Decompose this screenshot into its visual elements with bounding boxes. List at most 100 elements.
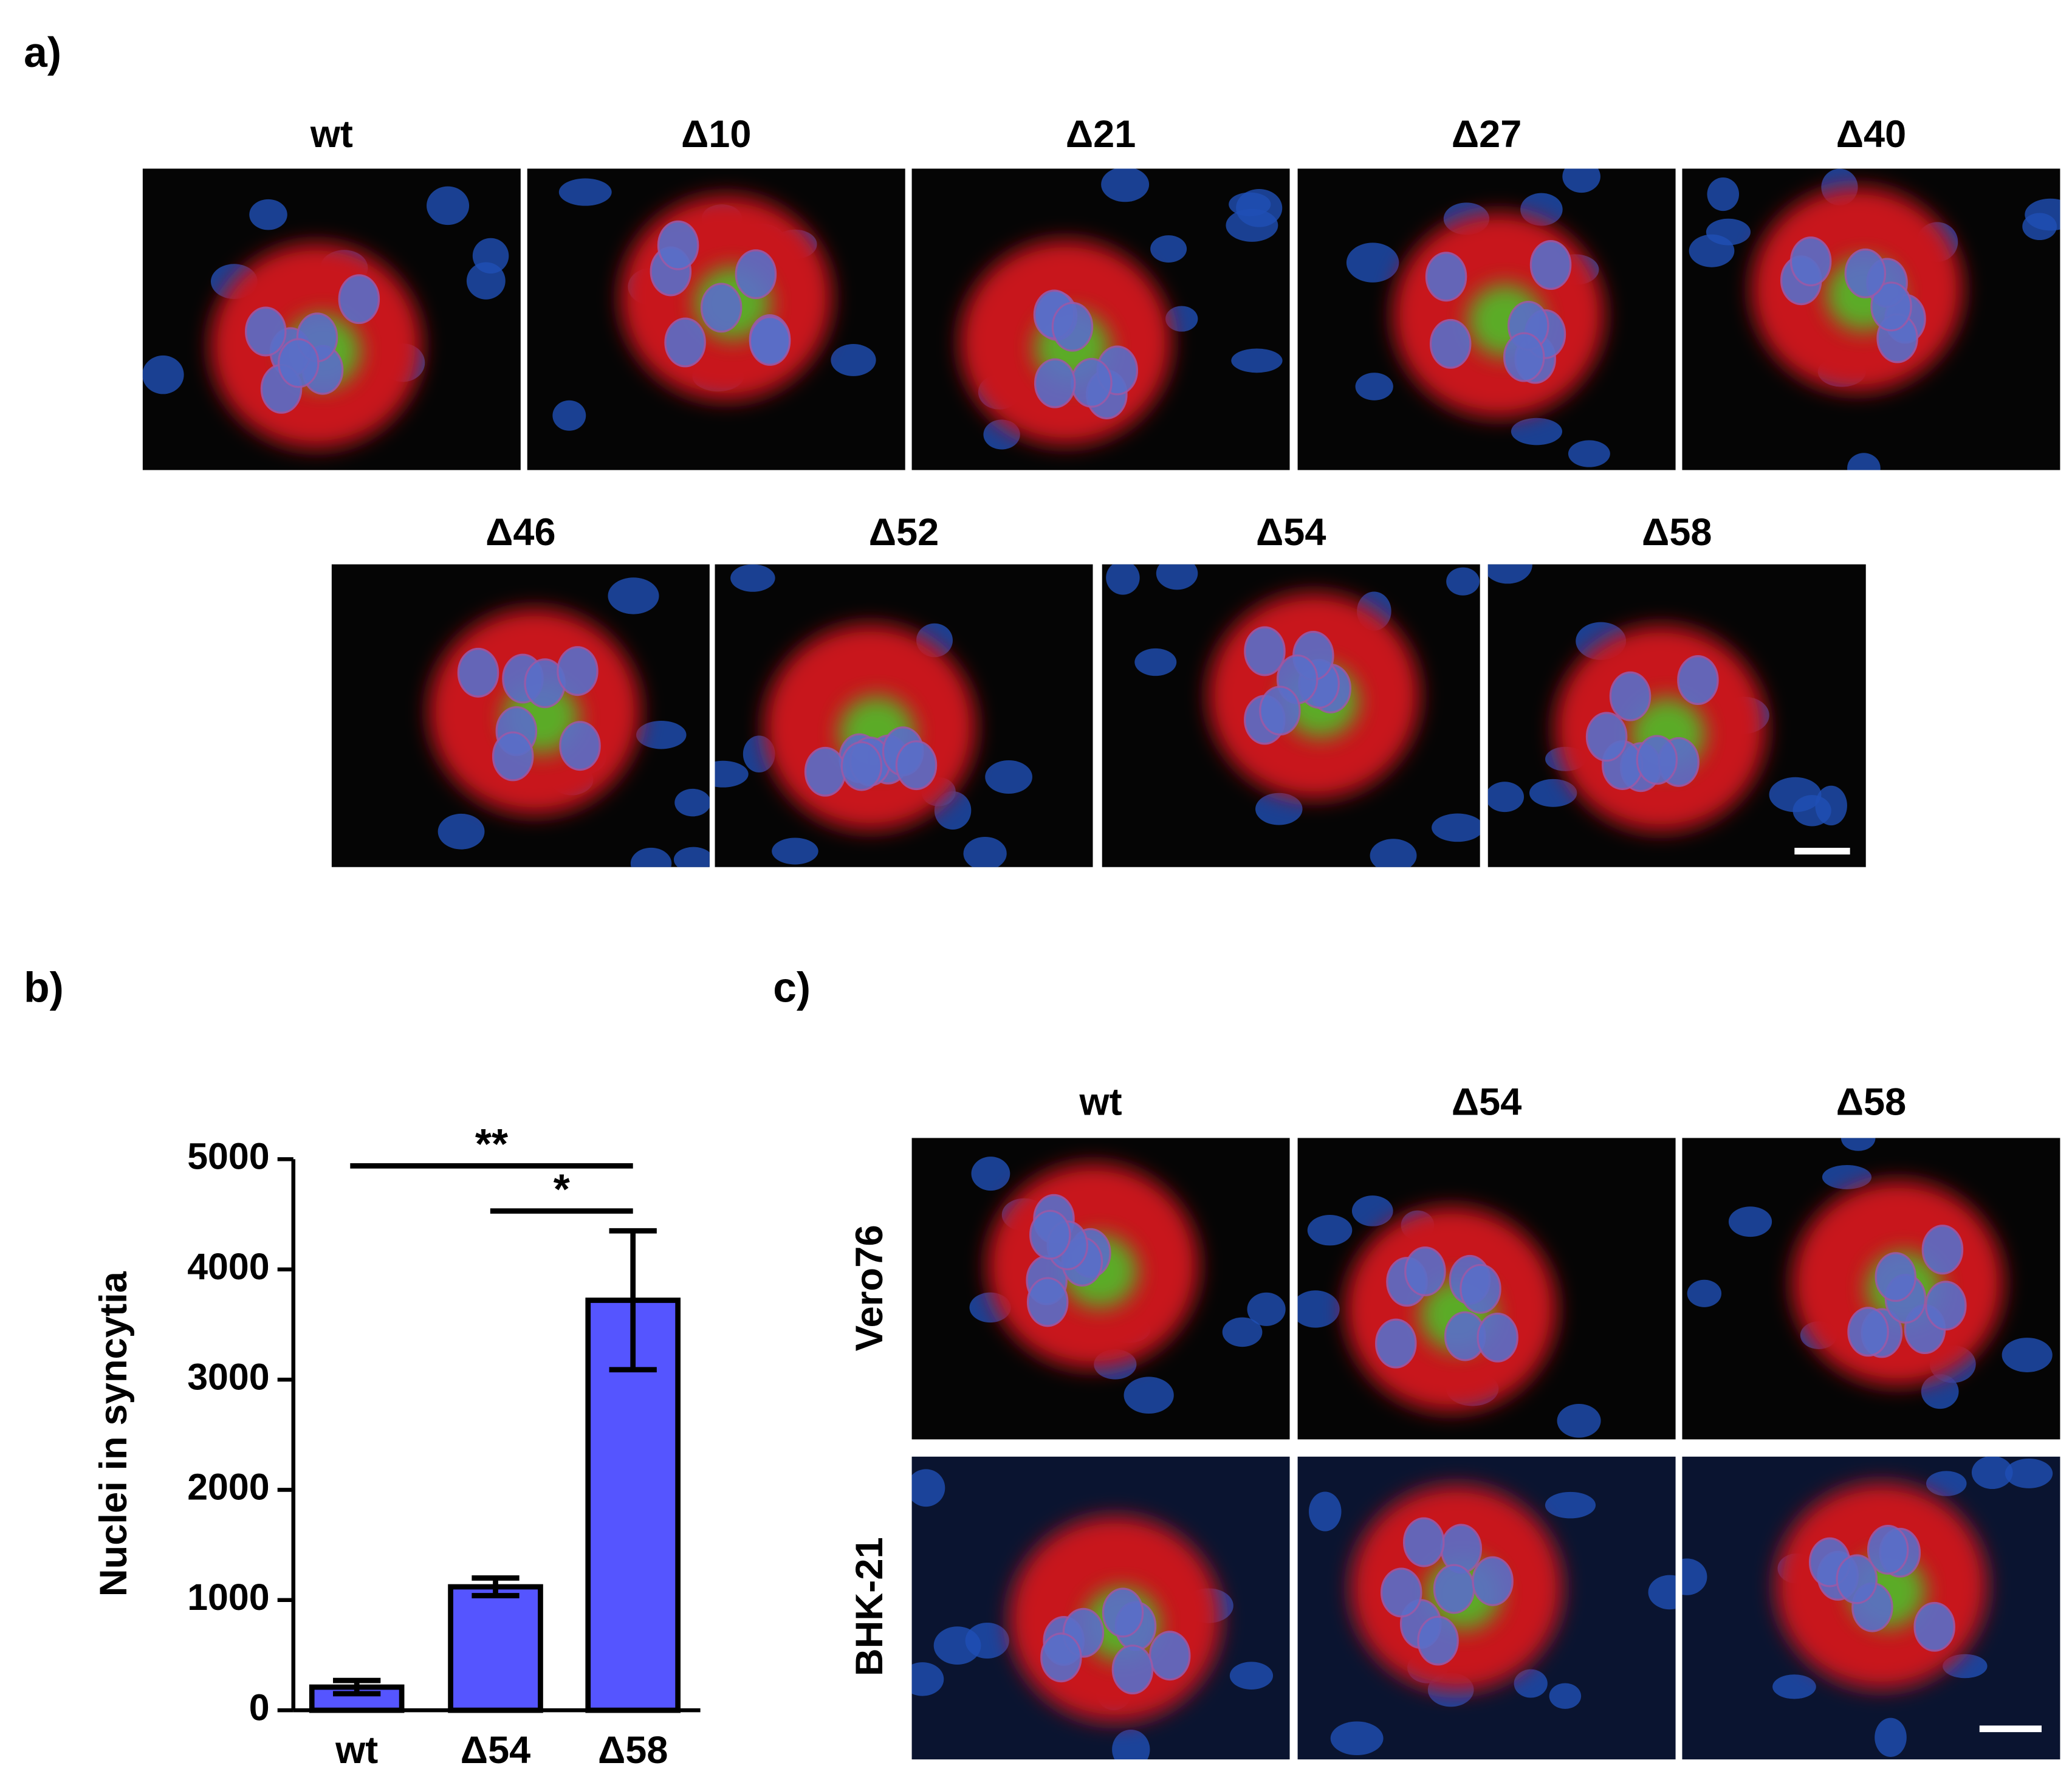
image-title: Δ40: [1836, 113, 1906, 156]
image-content: [911, 1469, 1274, 1759]
background-nucleus: [1557, 1403, 1601, 1438]
nucleus: [804, 746, 846, 797]
image-title: Δ58: [1642, 511, 1712, 554]
nucleus: [1425, 252, 1467, 302]
background-nucleus: [1514, 1669, 1548, 1698]
background-nucleus: [673, 847, 710, 867]
micrograph: [911, 1138, 1290, 1440]
nucleus: [840, 741, 883, 791]
micrograph: [1102, 564, 1480, 867]
micrograph: [715, 564, 1093, 867]
micrograph: [911, 168, 1290, 470]
background-nucleus: [1772, 1674, 1816, 1699]
image-content: [552, 178, 876, 431]
nucleus: [749, 315, 791, 366]
nucleus: [1477, 1312, 1518, 1363]
nucleus: [1867, 1525, 1909, 1575]
row-label: Vero76: [848, 1225, 891, 1351]
nucleus: [1071, 357, 1113, 408]
background-nucleus: [1487, 782, 1525, 813]
background-nucleus: [1926, 1471, 1967, 1496]
background-nucleus: [1562, 168, 1600, 193]
background-nucleus: [1921, 1374, 1959, 1409]
nucleus: [1417, 1615, 1459, 1666]
background-nucleus: [427, 186, 470, 225]
background-nucleus: [1687, 1279, 1722, 1307]
background-nucleus: [1165, 306, 1198, 332]
nucleus: [1244, 626, 1286, 676]
background-nucleus: [1370, 839, 1417, 867]
nucleus: [559, 721, 601, 771]
background-nucleus: [437, 813, 485, 850]
nucleus: [1875, 1252, 1917, 1302]
bar: [448, 1584, 543, 1713]
background-nucleus: [1847, 453, 1881, 470]
background-nucleus: [1236, 188, 1283, 227]
image-content: [1682, 1456, 2053, 1757]
nucleus: [664, 317, 706, 368]
image-content: [1308, 1485, 1676, 1756]
background-nucleus: [1822, 1164, 1872, 1189]
nucleus: [1040, 1632, 1082, 1683]
background-nucleus: [1330, 1721, 1384, 1756]
background-nucleus: [1545, 1491, 1596, 1519]
y-tick-label: 3000: [187, 1356, 269, 1397]
y-tick-label: 4000: [187, 1246, 269, 1287]
micrograph: [1297, 1456, 1676, 1759]
nucleus: [1529, 240, 1572, 290]
nucleus: [457, 647, 499, 698]
nucleus: [700, 283, 743, 333]
background-nucleus: [971, 1157, 1010, 1191]
background-nucleus: [715, 760, 749, 788]
background-nucleus: [1682, 1558, 1707, 1595]
image-content: [1346, 168, 1610, 467]
background-nucleus: [1707, 177, 1740, 211]
background-nucleus: [630, 847, 672, 867]
panel-label: a): [24, 29, 61, 76]
image-title: Δ52: [869, 511, 939, 554]
micrograph: [1487, 564, 1866, 867]
nucleus: [278, 338, 320, 388]
panel-label: b): [24, 963, 64, 1011]
background-nucleus: [1487, 564, 1532, 584]
background-nucleus: [1247, 1292, 1286, 1326]
image-title: Δ10: [681, 113, 751, 156]
x-tick-label: Δ58: [598, 1729, 668, 1772]
nucleus: [557, 646, 599, 696]
row-label: BHK-21: [848, 1537, 891, 1676]
image-content: [1106, 564, 1480, 867]
x-tick-label: wt: [335, 1729, 378, 1772]
background-nucleus: [1231, 348, 1283, 373]
image-content: [142, 186, 509, 449]
x-tick-label: Δ54: [461, 1729, 530, 1772]
background-nucleus: [730, 564, 775, 592]
nucleus: [1913, 1601, 1955, 1652]
background-nucleus: [249, 199, 287, 230]
image-content: [969, 1157, 1286, 1414]
nucleus: [1925, 1281, 1967, 1331]
y-tick-label: 2000: [187, 1466, 269, 1507]
nucleus: [1051, 301, 1094, 352]
background-nucleus: [933, 1626, 981, 1665]
micrograph: [911, 1456, 1290, 1759]
nucleus: [1403, 1517, 1445, 1567]
nucleus: [1609, 671, 1652, 721]
y-tick-label: 5000: [187, 1135, 269, 1177]
nucleus: [1503, 332, 1545, 382]
background-nucleus: [674, 788, 710, 817]
micrograph: [1682, 1456, 2060, 1759]
nucleus: [1034, 358, 1076, 408]
nucleus: [1380, 1567, 1422, 1618]
image-content: [1297, 1195, 1601, 1438]
background-nucleus: [466, 262, 506, 300]
background-nucleus: [1728, 1206, 1772, 1237]
background-nucleus: [1511, 418, 1563, 445]
image-content: [1487, 564, 1847, 832]
background-nucleus: [1689, 234, 1735, 267]
background-nucleus: [1648, 1575, 1676, 1610]
background-nucleus: [1150, 235, 1187, 263]
background-nucleus: [1156, 564, 1198, 590]
